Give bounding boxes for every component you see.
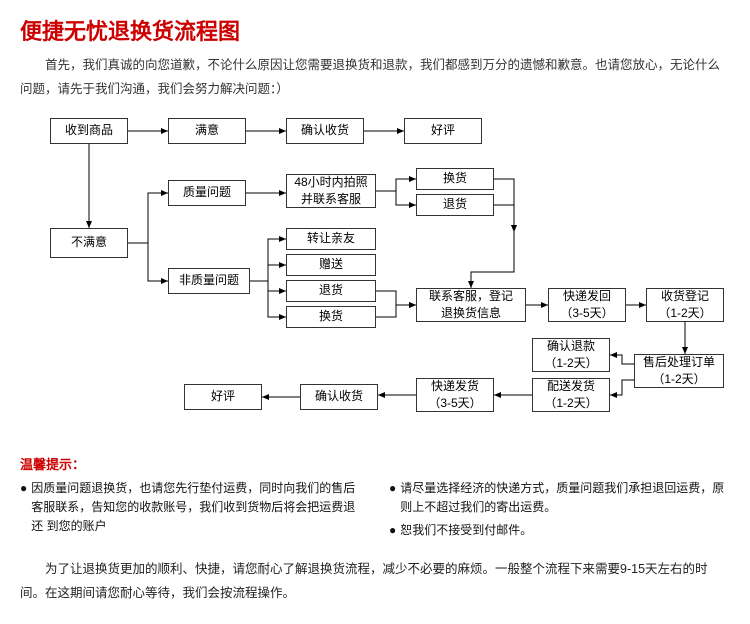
page-title: 便捷无忧退换货流程图 bbox=[20, 14, 730, 46]
node-contactinfo: 联系客服，登记 退换货信息 bbox=[416, 288, 526, 322]
edge-tuihuo2-contactinfo bbox=[376, 291, 416, 305]
edge-unsat-quality bbox=[128, 193, 168, 243]
node-tuihuo2: 退货 bbox=[286, 280, 376, 302]
flowchart: 收到商品满意确认收货好评不满意质量问题48小时内拍照 并联系客服换货退货非质量问… bbox=[20, 112, 730, 442]
node-fastship: 快递发货 （3-5天） bbox=[416, 378, 494, 412]
edge-nonqual-huanhuo2 bbox=[250, 281, 286, 317]
bullet-dot-icon: ● bbox=[20, 479, 27, 537]
tips-section: ●因质量问题退换货，也请您先行垫付运费，同时向我们的售后客服联系，告知您的收款账… bbox=[20, 479, 730, 545]
tips-right-col: ●请尽量选择经济的快递方式，质量问题我们承担退回运费，原则上不超过我们的寄出运费… bbox=[389, 479, 730, 545]
edge-huanhuo2-contactinfo bbox=[376, 305, 416, 317]
tip-text: 恕我们不接受到付邮件。 bbox=[400, 521, 532, 540]
edge-aftersale-ship bbox=[610, 380, 634, 395]
node-nonqual: 非质量问题 bbox=[168, 268, 250, 294]
tip-text: 请尽量选择经济的快递方式，质量问题我们承担退回运费，原则上不超过我们的寄出运费。 bbox=[400, 479, 730, 517]
closing-text: 为了让退换货更加的顺利、快捷，请您耐心了解退换货流程，减少不必要的麻烦。一般整个… bbox=[20, 558, 730, 606]
node-praise2: 好评 bbox=[184, 384, 262, 410]
tip-item: ●恕我们不接受到付邮件。 bbox=[389, 521, 730, 540]
node-satisfied: 满意 bbox=[168, 118, 246, 144]
node-ship: 配送发货 （1-2天） bbox=[532, 378, 610, 412]
node-photo48: 48小时内拍照 并联系客服 bbox=[286, 174, 376, 208]
tips-left-col: ●因质量问题退换货，也请您先行垫付运费，同时向我们的售后客服联系，告知您的收款账… bbox=[20, 479, 361, 545]
edge-photo48-huanhuo1 bbox=[376, 179, 416, 191]
edge-tuihuo1-down2 bbox=[494, 205, 514, 232]
node-confirm2: 确认收货 bbox=[300, 384, 378, 410]
node-confirmref: 确认退款 （1-2天） bbox=[532, 338, 610, 372]
node-praise1: 好评 bbox=[404, 118, 482, 144]
intro-text: 首先，我们真诚的向您道歉，不论什么原因让您需要退换货和退款，我们都感到万分的遗憾… bbox=[20, 54, 730, 102]
node-receivereg: 收货登记 （1-2天） bbox=[646, 288, 724, 322]
tip-item: ●因质量问题退换货，也请您先行垫付运费，同时向我们的售后客服联系，告知您的收款账… bbox=[20, 479, 361, 537]
node-quality: 质量问题 bbox=[168, 180, 246, 206]
edge-unsat-nonqual bbox=[128, 243, 168, 281]
edge-aftersale-confirmref bbox=[610, 355, 634, 364]
bullet-dot-icon: ● bbox=[389, 521, 396, 540]
bullet-dot-icon: ● bbox=[389, 479, 396, 517]
node-sendback: 快递发回 （3-5天） bbox=[548, 288, 626, 322]
node-confirm1: 确认收货 bbox=[286, 118, 364, 144]
node-zhuanrang: 转让亲友 bbox=[286, 228, 376, 250]
edge-nonqual-tuihuo2 bbox=[250, 281, 286, 291]
tips-title: 温馨提示： bbox=[20, 454, 730, 473]
node-aftersale: 售后处理订单 （1-2天） bbox=[634, 354, 724, 388]
edge-huanhuo1-down1 bbox=[494, 179, 514, 232]
node-unsat: 不满意 bbox=[50, 228, 128, 258]
node-zengsong: 赠送 bbox=[286, 254, 376, 276]
node-huanhuo2: 换货 bbox=[286, 306, 376, 328]
tip-item: ●请尽量选择经济的快递方式，质量问题我们承担退回运费，原则上不超过我们的寄出运费… bbox=[389, 479, 730, 517]
node-huanhuo1: 换货 bbox=[416, 168, 494, 190]
edge-photo48-tuihuo1 bbox=[376, 191, 416, 205]
node-tuihuo1: 退货 bbox=[416, 194, 494, 216]
node-received: 收到商品 bbox=[50, 118, 128, 144]
edge-nonqual-zengsong bbox=[250, 265, 286, 281]
edge-down-contactinfo bbox=[471, 232, 514, 288]
edge-nonqual-zhuanrang bbox=[250, 239, 286, 281]
tip-text: 因质量问题退换货，也请您先行垫付运费，同时向我们的售后客服联系，告知您的收款账号… bbox=[31, 479, 361, 537]
